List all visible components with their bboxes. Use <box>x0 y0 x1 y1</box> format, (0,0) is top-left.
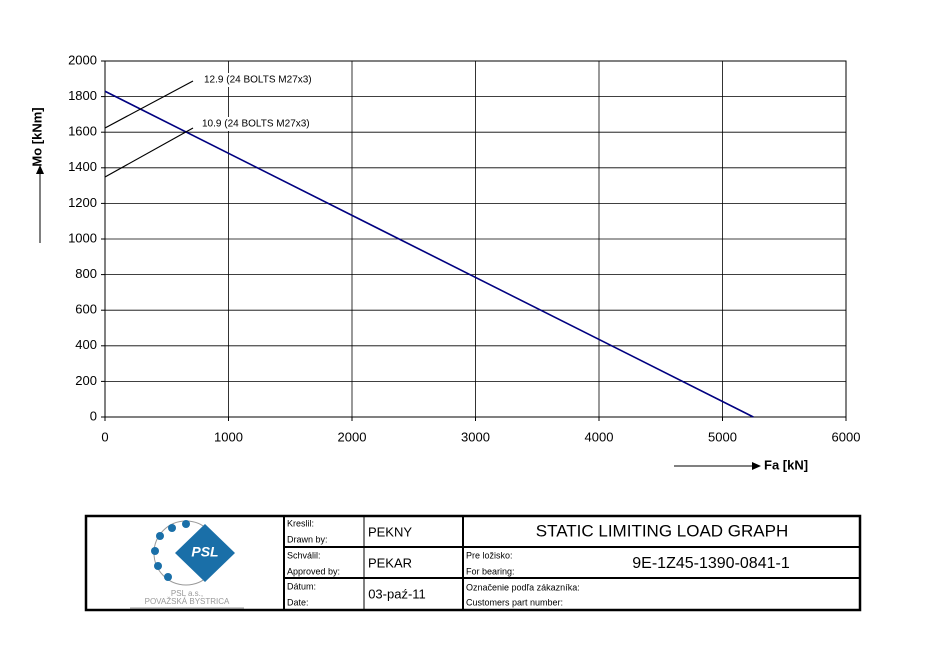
sheet-title: STATIC LIMITING LOAD GRAPH <box>536 521 789 540</box>
y-tick-label: 600 <box>75 302 97 317</box>
annotation: 10.9 (24 BOLTS M27x3) <box>202 119 310 130</box>
plot: 0 200 400 600 800 1000 1200 1400 1600 1800 2000 0 10… <box>68 52 860 444</box>
field-label: Pre ložisko: <box>466 550 513 560</box>
y-tick-label: 1600 <box>68 124 97 139</box>
annotation-bg <box>202 73 330 87</box>
field-label: Kreslil: <box>287 518 314 528</box>
city: POVAŽSKÁ BYSTRICA <box>145 597 230 606</box>
y-axis-label: Mo [kNm] <box>29 107 44 166</box>
y-tick-label: 800 <box>75 266 97 281</box>
annotation: 12.9 (24 BOLTS M27x3) <box>204 75 312 86</box>
x-tick-label: 1000 <box>214 429 243 444</box>
logo-text: PSL <box>191 544 218 560</box>
logo-balls <box>151 520 190 581</box>
y-tick-label: 1800 <box>68 88 97 103</box>
series-line <box>104 90 754 418</box>
annotation-bg <box>200 117 328 131</box>
field-label: Drawn by: <box>287 534 328 544</box>
y-tick-label: 1400 <box>68 159 97 174</box>
field-label: For bearing: <box>466 566 515 576</box>
x-tick-label: 0 <box>101 429 108 444</box>
field-label: Approved by: <box>287 566 340 576</box>
title-block <box>84 514 862 612</box>
y-tick-label: 400 <box>75 337 97 352</box>
y-tick-label: 1200 <box>68 195 97 210</box>
x-tick-label: 3000 <box>461 429 490 444</box>
y-arrowhead <box>36 165 44 174</box>
frame <box>84 514 862 612</box>
bearing: 9E-1Z45-1390-0841-1 <box>632 555 790 572</box>
field-label: Označenie podľa zákazníka: <box>466 582 580 592</box>
x-arrowhead <box>752 462 761 470</box>
company: PSL a.s., <box>171 589 203 598</box>
field-label: Schválil: <box>287 550 321 560</box>
y-tick-label: 200 <box>75 373 97 388</box>
x-tick-label: 6000 <box>832 429 861 444</box>
x-tick-label: 2000 <box>338 429 367 444</box>
field-label: Customers part number: <box>466 597 563 607</box>
field-value: PEKAR <box>368 555 412 570</box>
plot-frame <box>104 60 847 418</box>
logo-diamond <box>175 524 235 582</box>
x-axis-label: Fa [kN] <box>764 457 808 472</box>
field-label: Dátum: <box>287 581 316 591</box>
x-tick-label: 5000 <box>708 429 737 444</box>
y-tick-label: 2000 <box>68 52 97 67</box>
leader-line <box>104 80 194 129</box>
x-tick-label: 4000 <box>585 429 614 444</box>
field-value: 03-paź-11 <box>368 586 426 601</box>
field-label: Date: <box>287 597 309 607</box>
y-tick-label: 1000 <box>68 230 97 245</box>
field-value: PEKNY <box>368 524 412 539</box>
y-tick-label: 0 <box>90 408 97 423</box>
leader-line <box>104 127 194 178</box>
